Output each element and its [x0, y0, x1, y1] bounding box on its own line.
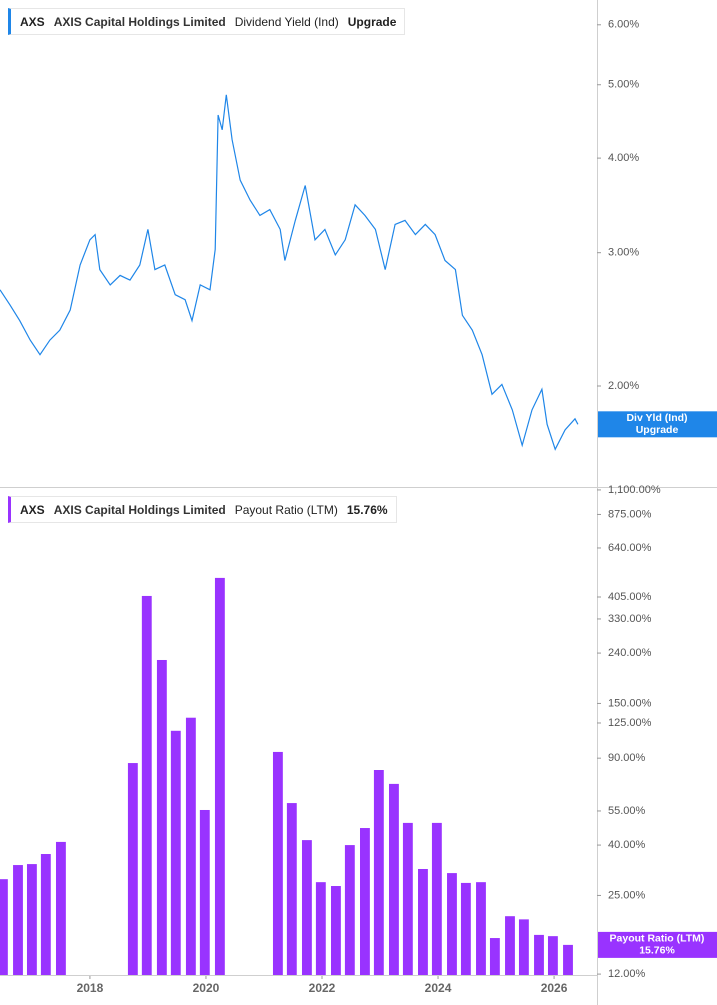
bar: [141, 595, 152, 975]
legend: AXS AXIS Capital Holdings Limited Payout…: [8, 496, 397, 523]
plot-area: [0, 94, 579, 451]
bar: [489, 938, 500, 975]
bar: [315, 882, 326, 975]
latest-value: 15.76%: [346, 502, 388, 517]
x-tick-label: 2018: [77, 981, 104, 995]
bar: [330, 886, 341, 975]
bar: [214, 577, 225, 975]
bar: [389, 783, 399, 975]
bar: [286, 803, 297, 975]
tag-label: Div Yld (Ind): [626, 412, 687, 424]
tag-value: Upgrade: [636, 424, 679, 436]
bar: [40, 854, 51, 975]
y-tick-label: 330.00%: [608, 613, 652, 625]
y-tick-label: 40.00%: [608, 839, 646, 851]
bar: [547, 936, 558, 975]
y-tick-label: 2.00%: [608, 380, 639, 392]
bar: [301, 840, 312, 975]
x-tick-label: 2024: [425, 981, 452, 995]
y-tick-label: 90.00%: [608, 752, 646, 764]
status[interactable]: Upgrade: [347, 14, 397, 29]
y-tick-label: 125.00%: [608, 717, 652, 729]
x-tick-label: 2022: [309, 981, 336, 995]
series-name: Dividend Yield (Ind): [234, 14, 339, 29]
bar: [0, 879, 8, 975]
bar: [272, 751, 283, 975]
y-tick-label: 5.00%: [608, 79, 639, 91]
y-tick-label: 4.00%: [608, 152, 639, 164]
bar: [460, 882, 471, 975]
bar: [170, 730, 181, 975]
y-tick-label: 6.00%: [608, 19, 639, 31]
bar: [26, 864, 37, 975]
bar: [534, 934, 544, 975]
bar: [55, 841, 66, 975]
y-tick-label: 1,100.00%: [608, 484, 661, 496]
bar: [518, 919, 529, 975]
last-value-tag: [598, 931, 717, 958]
legend: AXS AXIS Capital Holdings Limited Divide…: [8, 8, 406, 35]
bar: [505, 916, 515, 975]
bar: [156, 659, 167, 975]
series-name: Payout Ratio (LTM): [234, 502, 338, 517]
x-tick-label: 2026: [541, 981, 568, 995]
bar: [402, 822, 413, 975]
bar: [373, 770, 384, 975]
bar: [476, 882, 486, 975]
y-tick-label: 640.00%: [608, 542, 652, 554]
bar: [447, 873, 457, 975]
bar: [13, 865, 23, 975]
x-tick-label: 2020: [193, 981, 220, 995]
tag-value: 15.76%: [639, 945, 675, 957]
bar: [185, 717, 196, 975]
bar: [359, 828, 370, 975]
bar: [127, 763, 138, 975]
y-tick-label: 405.00%: [608, 591, 652, 603]
ticker: AXS: [20, 14, 45, 29]
ticker: AXS: [20, 502, 45, 517]
company: AXIS Capital Holdings Limited: [53, 14, 226, 29]
bar: [431, 822, 442, 975]
y-tick-label: 3.00%: [608, 247, 639, 259]
bar: [344, 845, 355, 975]
y-tick-label: 240.00%: [608, 647, 652, 659]
bar: [199, 809, 210, 975]
y-tick-label: 55.00%: [608, 805, 646, 817]
company: AXIS Capital Holdings Limited: [53, 502, 226, 517]
y-tick-label: 25.00%: [608, 889, 646, 901]
line-series: [0, 94, 579, 451]
last-value-tag: [598, 411, 717, 438]
y-tick-label: 12.00%: [608, 968, 646, 980]
tag-label: Payout Ratio (LTM): [610, 933, 705, 945]
y-tick-label: 150.00%: [608, 697, 652, 709]
bar: [418, 868, 428, 975]
bar: [563, 944, 573, 975]
y-tick-label: 875.00%: [608, 508, 652, 520]
plot-area: [0, 577, 573, 975]
